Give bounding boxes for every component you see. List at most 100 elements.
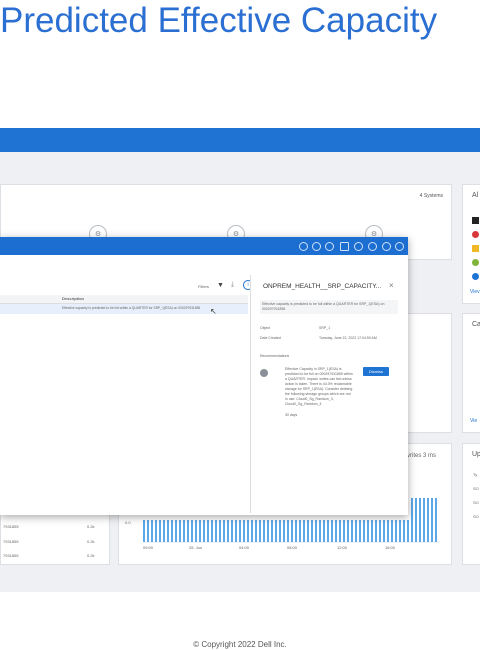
chart-bar <box>267 520 269 542</box>
x-tick: 12:00 <box>337 545 348 550</box>
chart-bar <box>235 520 237 542</box>
chart-bar <box>203 520 205 542</box>
updates-row: Ty <box>473 472 478 477</box>
chart-bar <box>415 498 417 542</box>
chart-bar <box>427 498 429 542</box>
info-alert-icon <box>472 273 479 280</box>
detail-summary: Effective capacity is predicted to be fu… <box>260 300 398 314</box>
download-icon[interactable]: ⤓ <box>231 281 235 288</box>
chart-bar <box>367 520 369 542</box>
chart-bar <box>147 520 149 542</box>
dismiss-button[interactable]: Dismiss <box>363 367 389 376</box>
chart-bar <box>435 498 437 542</box>
performance-chart <box>143 498 439 543</box>
chart-bar <box>179 520 181 542</box>
ok-alert-icon <box>472 259 479 266</box>
x-tick: 25. Jun <box>189 545 203 550</box>
chart-bar <box>387 520 389 542</box>
chart-bar <box>175 520 177 542</box>
search-icon[interactable] <box>325 242 334 251</box>
chart-bar <box>319 520 321 542</box>
chart-bar <box>283 520 285 542</box>
apps-icon[interactable] <box>382 242 391 251</box>
list-value: 0.2k <box>87 524 95 529</box>
chart-bar <box>215 520 217 542</box>
chart-bar <box>211 520 213 542</box>
table-header: Description <box>0 295 248 304</box>
chart-bar <box>403 520 405 542</box>
chart-bar <box>351 520 353 542</box>
table-row[interactable]: Effective capacity is predicted to be fu… <box>0 304 248 314</box>
chart-bar <box>379 520 381 542</box>
chart-bar <box>371 520 373 542</box>
chart-bar <box>195 520 197 542</box>
slide-title: Predicted Effective Capacity <box>0 1 438 40</box>
latency-label: vrites 3 ms <box>407 453 437 459</box>
chart-bar <box>219 520 221 542</box>
capacity-title: Ca <box>472 321 480 328</box>
user-icon[interactable] <box>354 242 363 251</box>
recommendation-icon <box>260 369 268 377</box>
app-header-bar <box>0 128 480 152</box>
list-value: 0.2k <box>87 539 95 544</box>
updates-title: Up <box>472 451 480 458</box>
chart-bar <box>199 520 201 542</box>
chart-bar <box>231 520 233 542</box>
list-item: 7931855 <box>3 524 19 529</box>
chart-bar <box>223 520 225 542</box>
chart-bar <box>391 520 393 542</box>
chart-bar <box>279 520 281 542</box>
chart-bar <box>239 520 241 542</box>
filter-icon[interactable]: ▼ <box>217 282 224 289</box>
chart-bar <box>167 520 169 542</box>
alert-window: Filters ▼ ⤓ i Description Effective capa… <box>0 237 408 515</box>
chart-bar <box>155 520 157 542</box>
chart-bar <box>355 520 357 542</box>
alerts-view-link[interactable]: Viev <box>470 289 480 295</box>
chart-bar <box>271 520 273 542</box>
close-icon[interactable]: × <box>389 281 394 290</box>
chart-bar <box>159 520 161 542</box>
chart-bar <box>299 520 301 542</box>
filter-label: Filters <box>198 284 209 289</box>
chart-bar <box>347 520 349 542</box>
chart-bar <box>411 498 413 542</box>
x-tick: 04:00 <box>239 545 250 550</box>
chart-bar <box>295 520 297 542</box>
chart-bar <box>359 520 361 542</box>
x-tick: 09:00 <box>143 545 154 550</box>
chart-bar <box>331 520 333 542</box>
chart-bar <box>287 520 289 542</box>
warning-alert-icon <box>472 245 479 252</box>
chart-bar <box>191 520 193 542</box>
chart-bar <box>407 520 409 542</box>
chart-bar <box>383 520 385 542</box>
recommendations-label: Recommendations <box>260 354 290 358</box>
detail-title: ONPREM_HEALTH__SRP_CAPACITY... <box>263 283 382 290</box>
chart-bar <box>187 520 189 542</box>
chart-bar <box>151 520 153 542</box>
chart-bar <box>263 520 265 542</box>
chart-bar <box>311 520 313 542</box>
updates-row: SO <box>473 500 479 505</box>
chart-bar <box>143 520 145 542</box>
chart-bar <box>275 520 277 542</box>
refresh-icon[interactable] <box>312 242 321 251</box>
help-icon[interactable] <box>395 242 404 251</box>
x-tick: 08:00 <box>287 545 298 550</box>
error-alert-icon <box>472 231 479 238</box>
copyright-footer: © Copyright 2022 Dell Inc. <box>193 640 287 649</box>
chart-bar <box>395 520 397 542</box>
y-tick: 0.0 <box>125 520 131 525</box>
chart-bar <box>291 520 293 542</box>
updates-row: SO <box>473 486 479 491</box>
field-label: Object <box>260 326 271 330</box>
calendar-icon[interactable] <box>340 242 349 251</box>
info-icon[interactable] <box>299 242 308 251</box>
chart-bar <box>207 520 209 542</box>
capacity-view-link[interactable]: Vie <box>470 418 478 424</box>
chart-bar <box>255 520 257 542</box>
field-value: Tuesday, June 22, 2022 17:04:59 AM <box>319 336 377 340</box>
chart-bar <box>339 520 341 542</box>
gear-icon[interactable] <box>368 242 377 251</box>
